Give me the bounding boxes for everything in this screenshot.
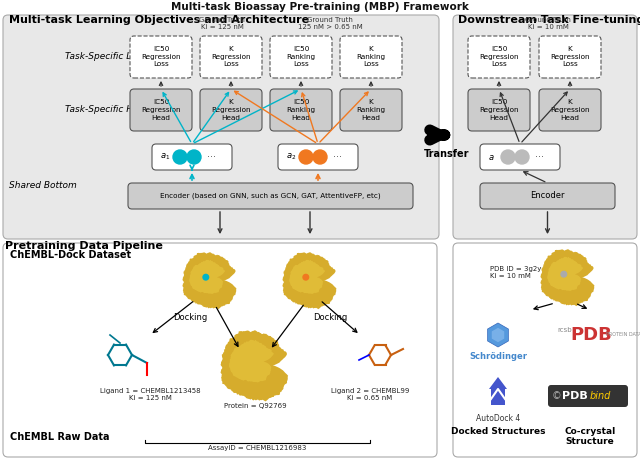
Text: IC50
Regression
Loss: IC50 Regression Loss bbox=[479, 46, 519, 67]
Text: ChEMBL-Dock Dataset: ChEMBL-Dock Dataset bbox=[10, 250, 131, 260]
FancyBboxPatch shape bbox=[130, 36, 192, 78]
FancyBboxPatch shape bbox=[3, 243, 437, 457]
Text: IC50
Regression
Head: IC50 Regression Head bbox=[141, 100, 180, 120]
Text: ···: ··· bbox=[536, 152, 545, 162]
Text: Pretraining Data Pipeline: Pretraining Data Pipeline bbox=[5, 241, 163, 251]
Text: IC50
Ranking
Loss: IC50 Ranking Loss bbox=[287, 46, 316, 67]
FancyBboxPatch shape bbox=[453, 243, 637, 457]
Polygon shape bbox=[182, 252, 237, 309]
Text: AssayID = CHEMBL1216983: AssayID = CHEMBL1216983 bbox=[208, 445, 306, 451]
Text: Task-Specific Head: Task-Specific Head bbox=[65, 106, 150, 114]
Text: Docking: Docking bbox=[173, 312, 207, 321]
Text: Encoder: Encoder bbox=[531, 192, 564, 200]
FancyBboxPatch shape bbox=[453, 15, 637, 239]
Text: $a_2$: $a_2$ bbox=[286, 152, 296, 162]
Polygon shape bbox=[282, 252, 337, 309]
Text: K
Regression
Head: K Regression Head bbox=[550, 100, 589, 120]
Circle shape bbox=[203, 274, 209, 280]
FancyBboxPatch shape bbox=[340, 36, 402, 78]
Text: Docked Structures: Docked Structures bbox=[451, 427, 545, 436]
Text: K
Regression
Loss: K Regression Loss bbox=[550, 46, 589, 67]
Text: bind: bind bbox=[590, 391, 611, 401]
Polygon shape bbox=[229, 340, 274, 382]
Text: ···: ··· bbox=[333, 152, 342, 162]
Polygon shape bbox=[492, 328, 504, 342]
Text: Ligand 1 = CHEMBL1213458
Ki = 125 nM: Ligand 1 = CHEMBL1213458 Ki = 125 nM bbox=[100, 388, 200, 401]
Polygon shape bbox=[189, 260, 225, 294]
FancyBboxPatch shape bbox=[278, 144, 358, 170]
Text: $a$: $a$ bbox=[488, 153, 495, 161]
Text: K
Regression
Head: K Regression Head bbox=[211, 100, 251, 120]
Text: Shared Bottom: Shared Bottom bbox=[9, 180, 77, 190]
Text: rcsb: rcsb bbox=[557, 327, 572, 333]
Text: PDB: PDB bbox=[562, 391, 588, 401]
Circle shape bbox=[187, 150, 201, 164]
FancyBboxPatch shape bbox=[200, 89, 262, 131]
FancyBboxPatch shape bbox=[152, 144, 232, 170]
Text: K
Ranking
Loss: K Ranking Loss bbox=[356, 46, 385, 67]
FancyBboxPatch shape bbox=[3, 15, 439, 239]
Text: Ground Truth
Ki = 125 nM: Ground Truth Ki = 125 nM bbox=[199, 17, 245, 30]
Text: PROTEIN DATA BANK: PROTEIN DATA BANK bbox=[606, 332, 640, 338]
Text: IC50
Regression
Loss: IC50 Regression Loss bbox=[141, 46, 180, 67]
FancyBboxPatch shape bbox=[468, 36, 530, 78]
Text: IC50
Ranking
Head: IC50 Ranking Head bbox=[287, 100, 316, 120]
Polygon shape bbox=[221, 330, 288, 401]
FancyBboxPatch shape bbox=[480, 144, 560, 170]
FancyBboxPatch shape bbox=[548, 385, 628, 407]
FancyBboxPatch shape bbox=[555, 317, 630, 345]
Circle shape bbox=[561, 272, 566, 277]
Text: PDB: PDB bbox=[570, 326, 612, 344]
Text: K
Ranking
Head: K Ranking Head bbox=[356, 100, 385, 120]
FancyBboxPatch shape bbox=[468, 89, 530, 131]
Text: Multi-task Learning Objectives and Architecture: Multi-task Learning Objectives and Archi… bbox=[9, 15, 309, 25]
Text: $a_1$: $a_1$ bbox=[160, 152, 170, 162]
Text: AutoDock 4: AutoDock 4 bbox=[476, 414, 520, 423]
Polygon shape bbox=[540, 249, 595, 306]
Circle shape bbox=[313, 150, 327, 164]
Text: Ligand 2 = CHEMBL99
Ki = 0.65 nM: Ligand 2 = CHEMBL99 Ki = 0.65 nM bbox=[331, 388, 409, 401]
Text: Docking: Docking bbox=[313, 312, 347, 321]
Text: Protein = Q92769: Protein = Q92769 bbox=[224, 403, 286, 409]
FancyBboxPatch shape bbox=[539, 89, 601, 131]
Text: Encoder (based on GNN, such as GCN, GAT, AttentiveFP, etc): Encoder (based on GNN, such as GCN, GAT,… bbox=[160, 193, 381, 199]
Text: Schrödinger: Schrödinger bbox=[469, 352, 527, 361]
FancyBboxPatch shape bbox=[270, 36, 332, 78]
Text: Multi-task Bioassay Pre-training (MBP) Framework: Multi-task Bioassay Pre-training (MBP) F… bbox=[171, 2, 469, 12]
FancyBboxPatch shape bbox=[539, 36, 601, 78]
Text: Ground Truth
125 nM > 0.65 nM: Ground Truth 125 nM > 0.65 nM bbox=[298, 17, 362, 30]
Text: Ground Truth
Ki = 10 mM: Ground Truth Ki = 10 mM bbox=[525, 17, 571, 30]
Text: K
Regression
Loss: K Regression Loss bbox=[211, 46, 251, 67]
Text: Co-crystal
Structure: Co-crystal Structure bbox=[564, 427, 616, 446]
FancyBboxPatch shape bbox=[200, 36, 262, 78]
Circle shape bbox=[303, 274, 308, 280]
Polygon shape bbox=[289, 260, 325, 294]
Circle shape bbox=[299, 150, 313, 164]
Circle shape bbox=[515, 150, 529, 164]
Text: ChEMBL Raw Data: ChEMBL Raw Data bbox=[10, 432, 109, 442]
Text: ©: © bbox=[552, 391, 562, 401]
Circle shape bbox=[173, 150, 187, 164]
Text: ···: ··· bbox=[207, 152, 216, 162]
Text: PDB ID = 3g2y
Ki = 10 mM: PDB ID = 3g2y Ki = 10 mM bbox=[490, 266, 541, 279]
FancyBboxPatch shape bbox=[128, 183, 413, 209]
FancyBboxPatch shape bbox=[480, 183, 615, 209]
Text: Task-Specific Loss: Task-Specific Loss bbox=[65, 53, 147, 61]
Polygon shape bbox=[488, 323, 508, 347]
Text: IC50
Regression
Head: IC50 Regression Head bbox=[479, 100, 519, 120]
Text: Downstream Task Fine-tuning: Downstream Task Fine-tuning bbox=[458, 15, 640, 25]
FancyBboxPatch shape bbox=[270, 89, 332, 131]
Circle shape bbox=[501, 150, 515, 164]
FancyBboxPatch shape bbox=[340, 89, 402, 131]
Text: Transfer: Transfer bbox=[424, 149, 470, 159]
Polygon shape bbox=[547, 257, 583, 291]
FancyBboxPatch shape bbox=[130, 89, 192, 131]
FancyArrow shape bbox=[489, 377, 507, 405]
